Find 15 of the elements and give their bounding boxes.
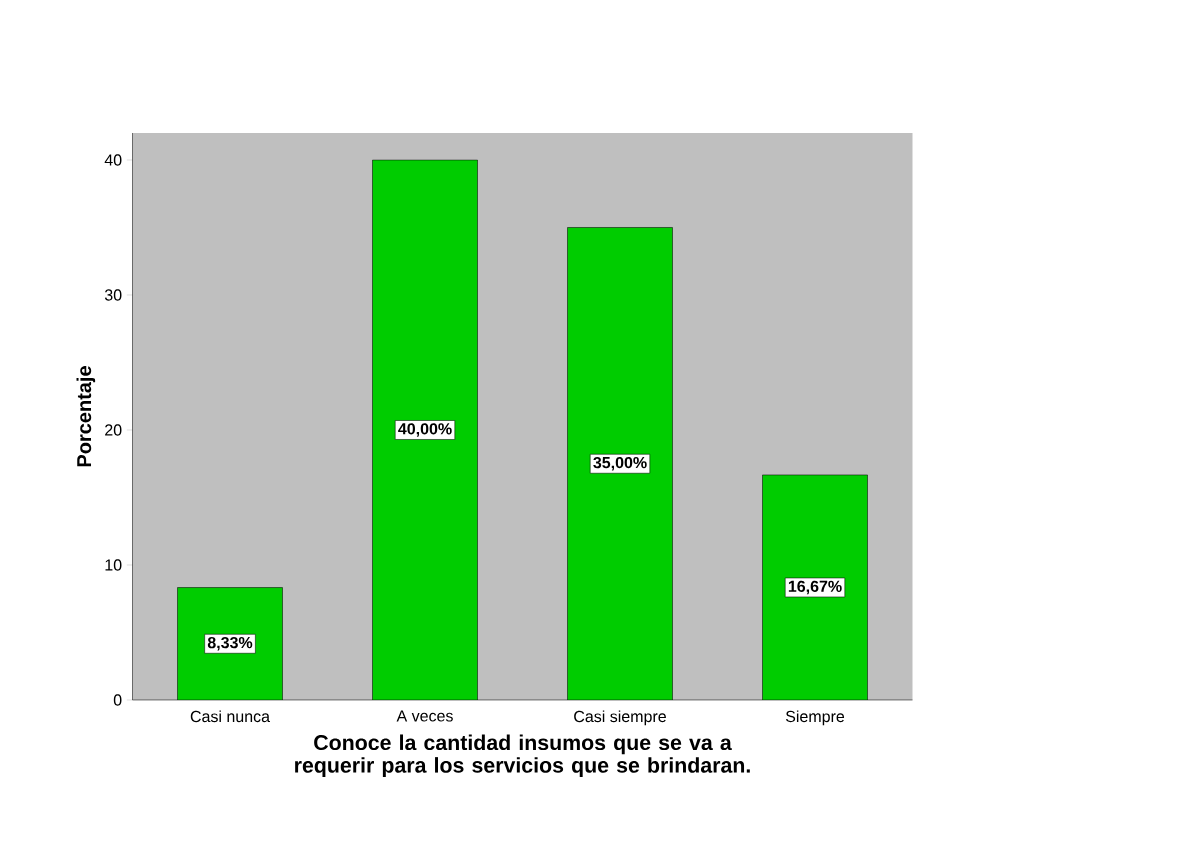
y-tick-label: 40 [104,154,122,166]
y-tick-label: 10 [105,559,122,571]
y-tick-label: 20 [105,424,122,436]
data-label: 35,00% [593,456,647,471]
y-tick-label: 30 [104,289,122,301]
x-tick-label: Siempre [785,710,845,726]
data-label: 8,33% [207,636,253,651]
x-tick-label: Casi siempre [574,710,666,726]
x-tick-label: A veces [396,710,453,722]
y-tick-label: 0 [113,694,122,706]
data-label: 16,67% [788,580,842,595]
data-label: 40,00% [398,423,452,437]
x-axis-title: Conoce la cantidad insumos que se va a requerir para los servicios que se brindaran. [295,734,750,778]
x-tick-label: Casi nunca [190,710,270,723]
y-axis-title: Porcentaje [76,366,96,467]
